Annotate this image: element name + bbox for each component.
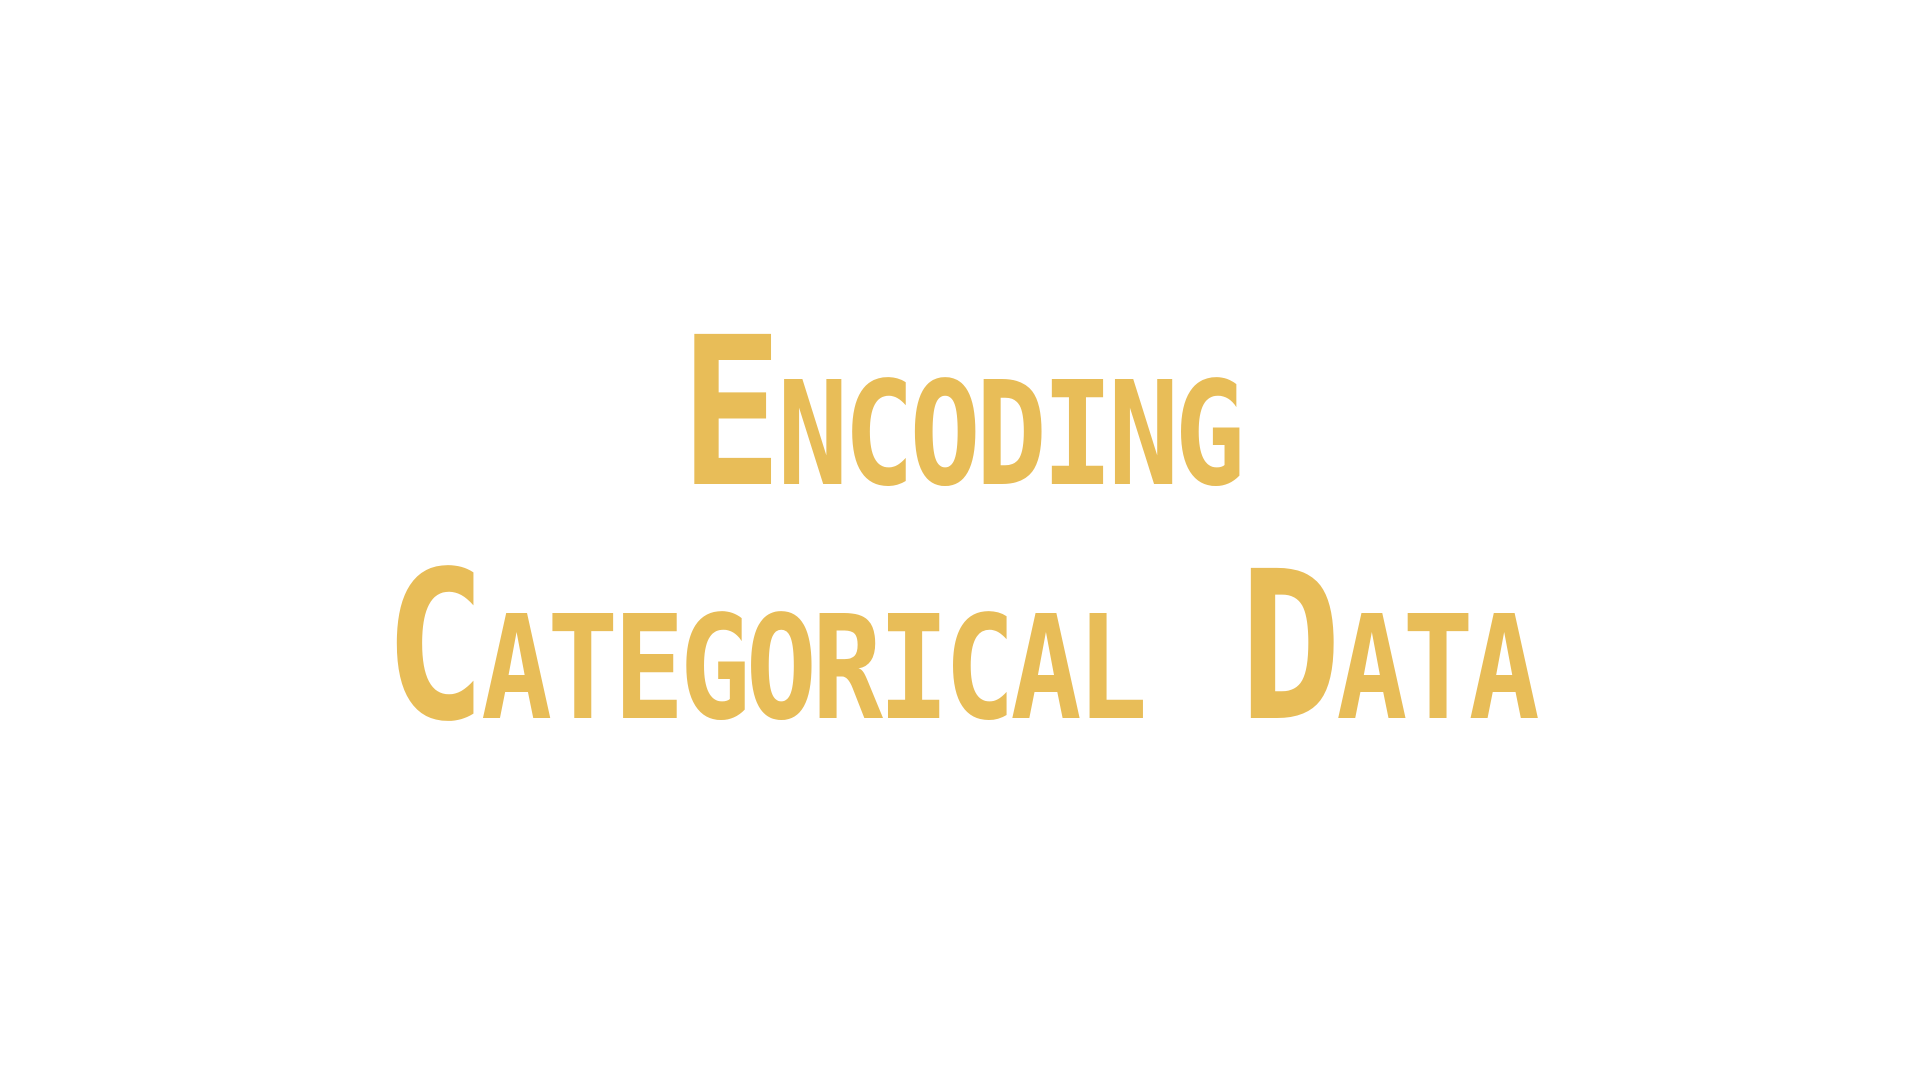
title-line-2: Categorical Data (384, 527, 1540, 767)
title-line-1: Encoding (680, 293, 1245, 533)
slide-title: Encoding Categorical Data (258, 310, 1661, 750)
